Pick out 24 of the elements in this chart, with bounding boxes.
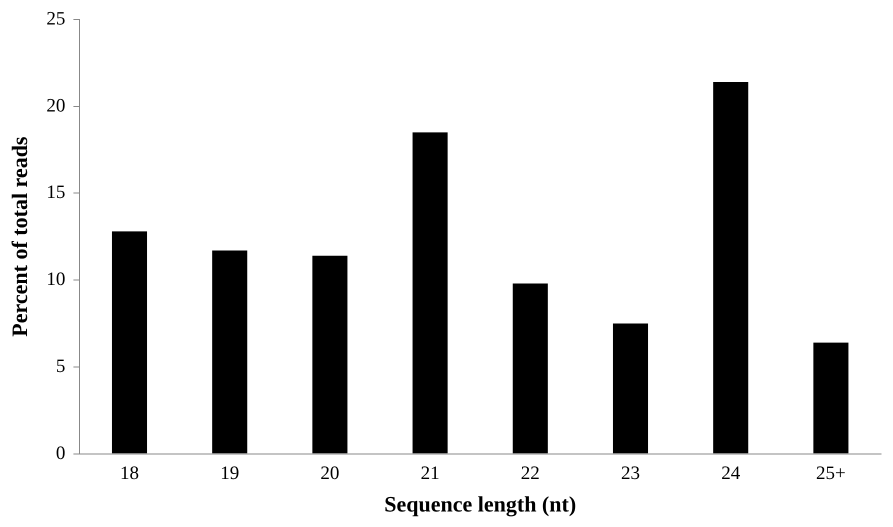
y-tick-label: 20	[46, 95, 66, 116]
y-tick-label: 0	[56, 442, 66, 464]
y-tick-label: 5	[56, 356, 66, 377]
y-tick-label: 10	[46, 269, 66, 290]
x-tick-label: 25+	[816, 463, 846, 484]
x-tick-label: 18	[120, 463, 139, 484]
x-tick-label: 22	[520, 463, 540, 484]
bar	[412, 132, 448, 454]
bar	[212, 250, 248, 454]
y-tick-label: 25	[46, 8, 66, 30]
x-tick-label: 20	[320, 463, 340, 484]
bar	[612, 323, 648, 454]
x-tick-label: 21	[420, 463, 440, 484]
y-axis-title: Percent of total reads	[6, 136, 32, 337]
y-tick-label: 15	[46, 182, 66, 204]
x-tick-label: 23	[621, 463, 640, 484]
bar	[312, 256, 348, 454]
x-axis-title: Sequence length (nt)	[384, 491, 576, 516]
bar	[112, 231, 148, 454]
bar	[512, 284, 548, 454]
bar	[713, 82, 748, 454]
x-tick-label: 24	[721, 463, 741, 484]
x-tick-label: 19	[220, 463, 240, 484]
bar	[813, 342, 848, 454]
